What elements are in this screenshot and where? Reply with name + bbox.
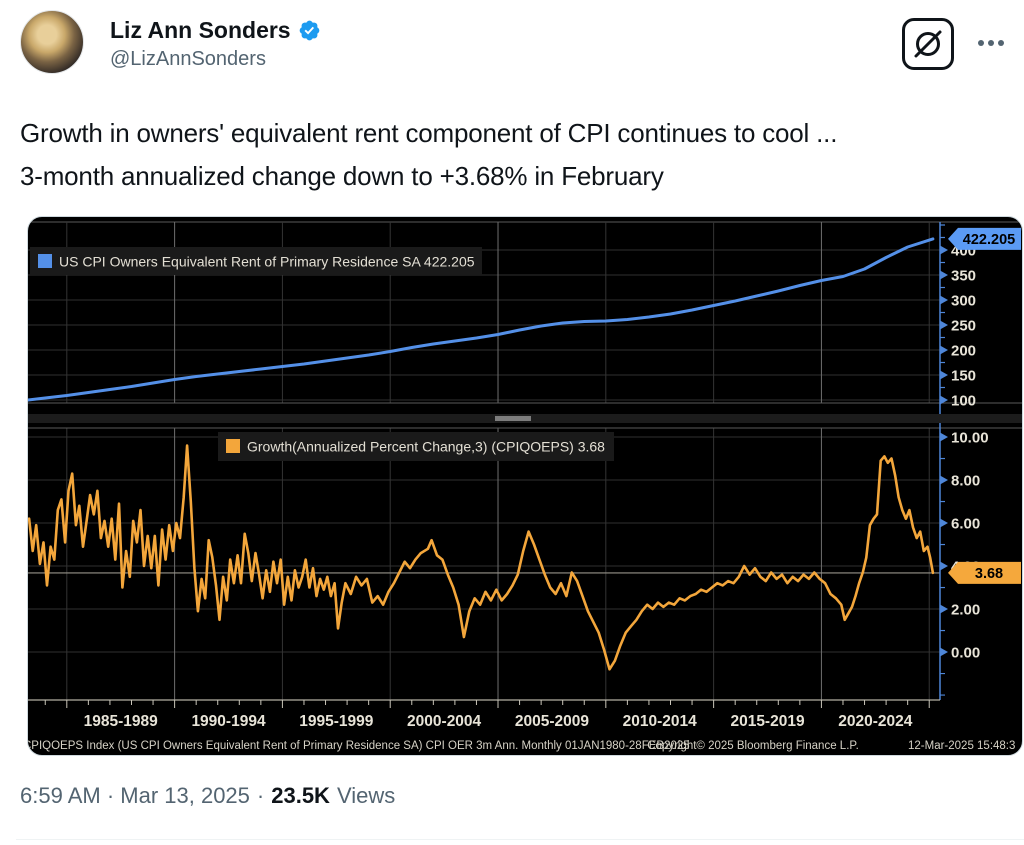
oer-3m-growth-panel: 0.002.004.006.008.0010.00Growth(Annualiz…: [28, 427, 1022, 700]
x-axis: 1985-1989 1990-1994 1995-1999 2000-2004 2005…: [28, 699, 940, 730]
svg-text:10.00: 10.00: [951, 430, 989, 447]
x-axis-label: 2015-2019: [730, 713, 805, 730]
panel-divider[interactable]: [28, 414, 1022, 423]
svg-text:0.00: 0.00: [951, 645, 980, 662]
tweet-meta: 6:59 AM · Mar 13, 2025 · 23.5K Views: [20, 783, 395, 809]
x-axis-label: 1995-1999: [299, 713, 374, 730]
svg-text:150: 150: [951, 368, 976, 385]
x-axis-label: 2010-2014: [623, 713, 698, 730]
author-block: Liz Ann Sonders @LizAnnSonders: [110, 16, 321, 72]
more-button[interactable]: [974, 36, 1008, 50]
oer-index-legend: US CPI Owners Equivalent Rent of Primary…: [30, 247, 482, 275]
views-label: Views: [336, 783, 396, 808]
oer-index-line: [28, 237, 935, 402]
verified-badge-icon: [299, 20, 319, 40]
chart-image[interactable]: 100 150 200 250 300 350 400 US CPI Owners Equiv…: [27, 216, 1023, 756]
svg-text:350: 350: [951, 268, 976, 285]
x-axis-label: 2020-2024: [838, 713, 913, 730]
oer-3m-growth-legend-swatch: [226, 439, 240, 453]
more-ellipsis-icon: [978, 40, 984, 46]
svg-text:300: 300: [951, 293, 976, 310]
meta-separator: ·: [256, 783, 265, 808]
svg-text:422.205: 422.205: [963, 232, 1015, 248]
svg-text:2.00: 2.00: [951, 602, 980, 619]
oer-index-legend-swatch: [38, 254, 52, 268]
svg-text:6.00: 6.00: [951, 516, 980, 533]
oer-3m-growth-line: [28, 444, 935, 671]
x-axis-label: 1985-1989: [84, 713, 159, 730]
svg-text:Copyright© 2025 Bloomberg Fina: Copyright© 2025 Bloomberg Finance L.P.: [647, 740, 859, 752]
svg-text:3.68: 3.68: [975, 566, 1003, 582]
svg-text:8.00: 8.00: [951, 473, 980, 490]
x-axis-label: 2005-2009: [515, 713, 590, 730]
tweet-text-line-1: Growth in owners' equivalent rent compon…: [20, 118, 838, 148]
oer-3m-growth-last-value-badge: 3.68: [948, 561, 1021, 584]
oer-3m-growth-legend: Growth(Annualized Percent Change,3) (CPI…: [218, 432, 614, 461]
tweet-text: Growth in owners' equivalent rent compon…: [20, 112, 1010, 198]
avatar[interactable]: [20, 10, 84, 74]
author-handle[interactable]: @LizAnnSonders: [110, 48, 266, 70]
x-axis-label: 1990-1994: [191, 713, 266, 730]
divider: [16, 839, 1024, 840]
timestamp[interactable]: 6:59 AM · Mar 13, 2025: [20, 783, 250, 808]
x-axis-label: 2000-2004: [407, 713, 482, 730]
grok-button[interactable]: [902, 18, 954, 70]
tweet-text-line-2: 3-month annualized change down to +3.68%…: [20, 161, 664, 191]
grok-slash-circle-icon: [914, 30, 942, 58]
oer-index-last-value-badge: 422.205: [948, 227, 1021, 250]
chart-footer: CPIQOEPS Index (US CPI Owners Equivalent…: [28, 740, 1015, 752]
svg-text:200: 200: [951, 343, 976, 360]
author-name[interactable]: Liz Ann Sonders: [110, 17, 291, 43]
header-actions: [902, 18, 1008, 70]
svg-text:CPIQOEPS Index (US CPI Owners: CPIQOEPS Index (US CPI Owners Equivalent…: [28, 740, 690, 752]
svg-text:12-Mar-2025 15:48:3: 12-Mar-2025 15:48:3: [908, 740, 1015, 752]
svg-text:250: 250: [951, 318, 976, 335]
views-count: 23.5K: [271, 783, 330, 808]
svg-text:Growth(Annualized Percent Chan: Growth(Annualized Percent Change,3) (CPI…: [247, 439, 605, 455]
svg-text:US CPI Owners Equivalent Rent: US CPI Owners Equivalent Rent of Primary…: [59, 254, 475, 270]
divider-handle: [495, 416, 531, 421]
svg-text:100: 100: [951, 393, 976, 410]
